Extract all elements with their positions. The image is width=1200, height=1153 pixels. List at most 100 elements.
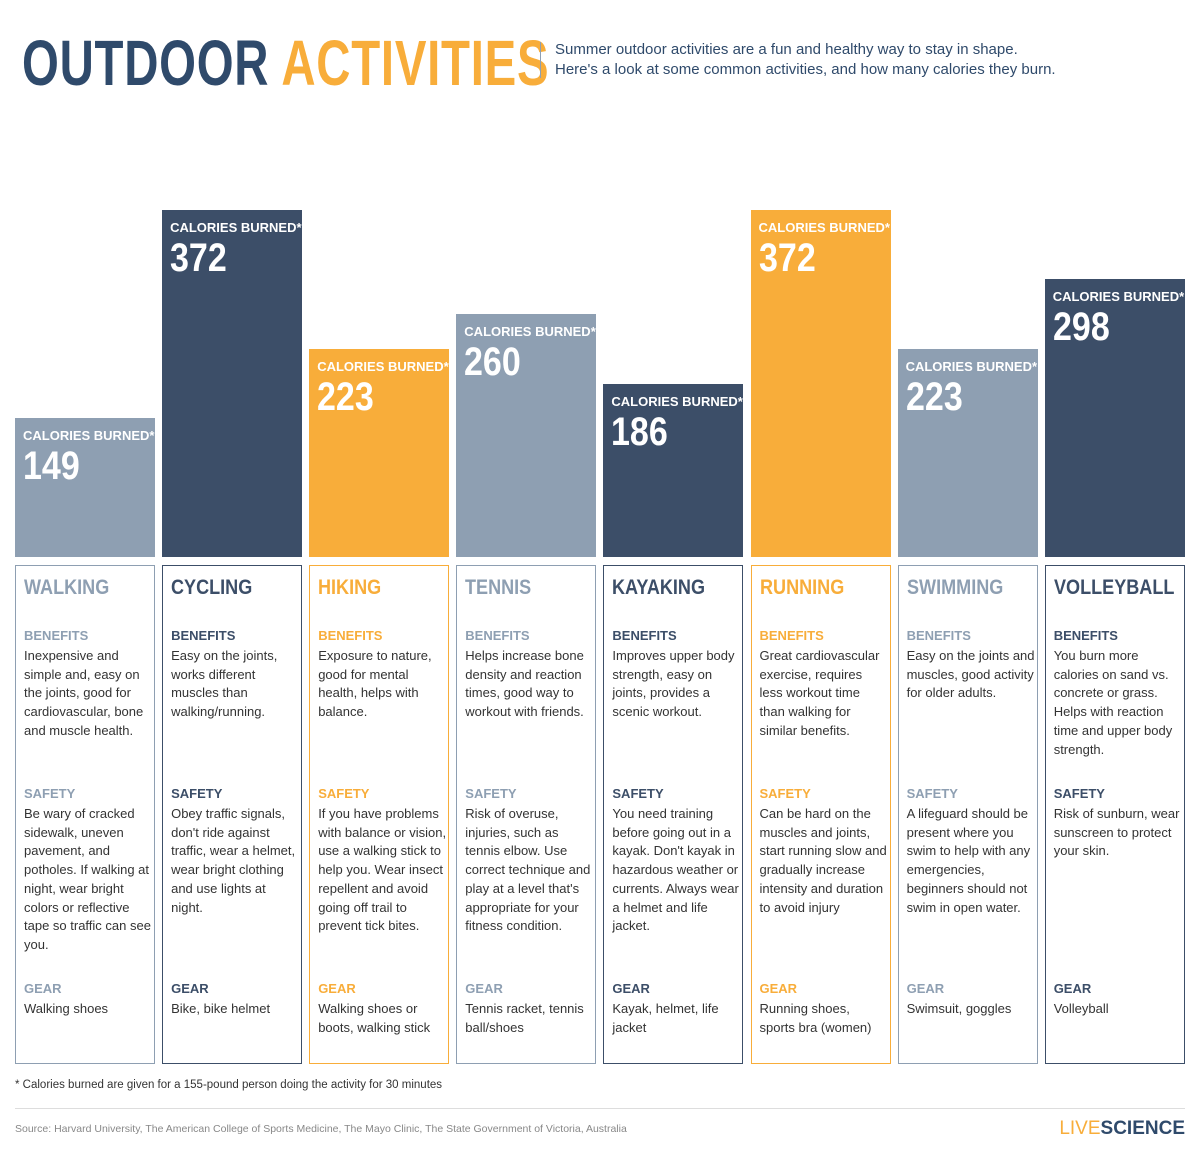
subtitle: Summer outdoor activities are a fun and … xyxy=(555,40,1056,80)
title-part: ACTIVITIES xyxy=(281,27,550,99)
card-heading: BENEFITS xyxy=(612,628,677,643)
logo-part: LIVE xyxy=(1059,1118,1101,1139)
bar: CALORIES BURNED* 223 xyxy=(309,348,450,557)
card-heading: SAFETY xyxy=(318,786,370,801)
value-label: 149 xyxy=(23,444,80,488)
divider xyxy=(540,42,541,78)
bar: CALORIES BURNED* 298 xyxy=(1044,279,1185,557)
card-heading: SAFETY xyxy=(24,786,76,801)
card-text: Be wary of cracked sidewalk, uneven pave… xyxy=(24,806,151,952)
card-title: HIKING xyxy=(318,576,382,599)
card-text: Volleyball xyxy=(1053,1001,1109,1016)
card-text: If you have problems with balance or vis… xyxy=(318,806,447,934)
card-text: Improves upper body strength, easy on jo… xyxy=(612,648,735,720)
card-text: Can be hard on the muscles and joints, s… xyxy=(759,806,887,915)
card-text: Exposure to nature, good for mental heal… xyxy=(318,648,432,720)
card-text: You need training before going out in a … xyxy=(612,806,739,934)
activity-card: RUNNING BENEFITS Great cardiovascular exer… xyxy=(750,565,891,1064)
bar-label: CALORIES BURNED* xyxy=(23,428,155,443)
card-heading: SAFETY xyxy=(465,786,517,801)
card-heading: BENEFITS xyxy=(171,628,236,643)
bar: CALORIES BURNED* 186 xyxy=(603,383,744,557)
activity-card: SWIMMING BENEFITS Easy on the joints and m… xyxy=(897,565,1038,1064)
card-text: Kayak, helmet, life jacket xyxy=(612,1001,719,1035)
card-title: KAYAKING xyxy=(612,576,706,599)
title-part: OUTDOOR xyxy=(22,27,270,99)
card-title: VOLLEYBALL xyxy=(1053,576,1175,599)
activity-card: CYCLING BENEFITS Easy on the joints, works… xyxy=(162,565,303,1064)
bar-label: CALORIES BURNED* xyxy=(317,358,449,374)
card-text: Great cardiovascular exercise, requires … xyxy=(759,648,880,738)
value-label: 298 xyxy=(1052,305,1110,350)
card-text: Running shoes, sports bra (women) xyxy=(759,1001,872,1035)
card-title: TENNIS xyxy=(465,576,532,599)
activity-card: KAYAKING BENEFITS Improves upper body stre… xyxy=(603,565,744,1064)
bar-label: CALORIES BURNED* xyxy=(758,220,890,235)
value-label: 223 xyxy=(905,374,963,419)
card-heading: GEAR xyxy=(171,981,209,996)
card-heading: GEAR xyxy=(1053,981,1092,996)
card-heading: GEAR xyxy=(759,981,798,996)
card-heading: SAFETY xyxy=(612,786,664,801)
value-label: 186 xyxy=(611,409,669,454)
card-text: Tennis racket, tennis ball/shoes xyxy=(465,1001,584,1035)
footnote: * Calories burned are given for a 155-po… xyxy=(15,1079,443,1091)
card-heading: BENEFITS xyxy=(1053,628,1118,643)
card-heading: BENEFITS xyxy=(906,628,971,643)
activity-card: HIKING BENEFITS Exposure to nature, good f… xyxy=(309,565,450,1064)
card-text: Easy on the joints and muscles, good act… xyxy=(906,648,1035,701)
value-label: 260 xyxy=(464,340,522,385)
bar-label: CALORIES BURNED* xyxy=(170,220,302,235)
logo-part: SCIENCE xyxy=(1100,1118,1185,1139)
card-text: Risk of sunburn, wear sunscreen to prote… xyxy=(1053,806,1180,859)
card-text: Bike, bike helmet xyxy=(171,1001,271,1016)
logo: LIVESCIENCE xyxy=(1059,1118,1185,1140)
value-label: 372 xyxy=(170,236,227,280)
card-text: You burn more calories on sand vs. concr… xyxy=(1053,648,1173,757)
card-heading: BENEFITS xyxy=(24,628,89,643)
rule xyxy=(15,1108,1185,1109)
card-title: SWIMMING xyxy=(906,576,1003,599)
card-heading: BENEFITS xyxy=(759,628,824,643)
card-heading: BENEFITS xyxy=(318,628,383,643)
source: Source: Harvard University, The American… xyxy=(15,1123,627,1135)
value-label: 372 xyxy=(758,236,816,280)
bar-label: CALORIES BURNED* xyxy=(1052,289,1185,305)
title: OUTDOOR ACTIVITIES xyxy=(22,26,549,100)
bar: CALORIES BURNED* 149 xyxy=(15,418,155,557)
bar-label: CALORIES BURNED* xyxy=(905,358,1038,374)
card-heading: GEAR xyxy=(465,981,503,996)
card-text: Inexpensive and simple and, easy on the … xyxy=(24,648,144,738)
activity-card: WALKING BENEFITS Inexpensive and simple an… xyxy=(15,565,155,1064)
card-title: CYCLING xyxy=(171,576,253,599)
bar: CALORIES BURNED* 372 xyxy=(162,210,303,557)
card-title: RUNNING xyxy=(759,576,844,599)
card-heading: SAFETY xyxy=(906,786,958,801)
card-text: Walking shoes xyxy=(24,1001,109,1016)
card-text: Risk of overuse, injuries, such as tenni… xyxy=(465,806,591,934)
activity-card: VOLLEYBALL BENEFITS You burn more calories… xyxy=(1044,565,1185,1064)
card-text: Obey traffic signals, don't ride against… xyxy=(171,806,296,915)
card-heading: SAFETY xyxy=(1053,786,1105,801)
bar-label: CALORIES BURNED* xyxy=(464,324,596,340)
subtitle-line: Here's a look at some common activities,… xyxy=(555,61,1056,78)
activity-card: TENNIS BENEFITS Helps increase bone densit… xyxy=(456,565,597,1064)
card-heading: SAFETY xyxy=(759,786,811,801)
subtitle-line: Summer outdoor activities are a fun and … xyxy=(555,41,1018,58)
card-text: Walking shoes or boots, walking stick xyxy=(318,1001,431,1035)
card-heading: GEAR xyxy=(24,981,62,996)
card-text: Easy on the joints, works different musc… xyxy=(171,648,278,720)
bar: CALORIES BURNED* 372 xyxy=(750,210,891,557)
card-heading: BENEFITS xyxy=(465,628,530,643)
card-heading: GEAR xyxy=(906,981,945,996)
card-title: WALKING xyxy=(24,576,110,599)
card-text: Helps increase bone density and reaction… xyxy=(465,648,584,720)
card-heading: SAFETY xyxy=(171,786,223,801)
bar: CALORIES BURNED* 223 xyxy=(897,348,1038,557)
card-text: A lifeguard should be present where you … xyxy=(906,806,1031,915)
card-heading: GEAR xyxy=(612,981,650,996)
card-heading: GEAR xyxy=(318,981,356,996)
card-text: Swimsuit, goggles xyxy=(906,1001,1012,1016)
bar-label: CALORIES BURNED* xyxy=(611,393,743,409)
